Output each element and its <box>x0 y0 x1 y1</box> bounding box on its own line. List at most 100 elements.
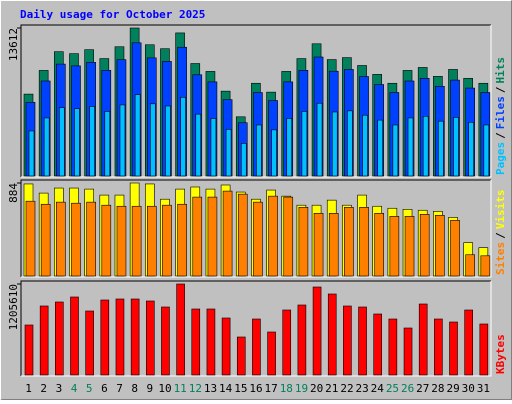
bar <box>404 216 415 277</box>
panel-border-dark <box>20 280 491 376</box>
bar <box>134 94 141 177</box>
bar <box>347 110 353 177</box>
bar <box>479 323 489 376</box>
bar <box>392 124 399 177</box>
bar <box>39 305 49 376</box>
x-tick-label: 11 <box>174 382 187 395</box>
bar <box>207 196 218 277</box>
bar <box>422 116 429 177</box>
legend: Pages / Files / Hits <box>494 57 507 175</box>
bar <box>221 317 231 376</box>
x-tick-label: 28 <box>431 382 444 395</box>
x-tick-label: 16 <box>249 382 262 395</box>
bar <box>56 201 66 277</box>
bar <box>328 212 339 277</box>
bar <box>453 117 459 177</box>
bar <box>236 336 246 376</box>
x-tick-label: 1 <box>25 382 32 395</box>
x-tick-label: 10 <box>158 382 171 395</box>
bar <box>316 102 323 177</box>
legend-separator: / <box>494 132 507 139</box>
legend-entry: Hits <box>494 57 507 84</box>
bar <box>480 255 491 277</box>
bar <box>177 203 187 277</box>
panel-border-light <box>21 25 492 178</box>
panel-border-light <box>21 180 492 278</box>
bar <box>449 321 458 376</box>
legend-entry: Visits <box>494 190 507 230</box>
bar <box>267 331 276 376</box>
y-tick-label: 1205610 <box>7 284 20 330</box>
bar <box>130 298 140 376</box>
bar <box>253 201 263 277</box>
x-tick-label: 4 <box>71 382 78 395</box>
bar <box>145 300 155 376</box>
bar <box>24 324 34 376</box>
x-tick-label: 23 <box>356 382 369 395</box>
x-tick-label: 18 <box>280 382 293 395</box>
bar <box>115 298 125 376</box>
bar <box>210 118 217 177</box>
bar <box>25 200 36 277</box>
panel-border-dark <box>20 179 491 277</box>
x-tick-label: 30 <box>462 382 475 395</box>
bar <box>146 205 157 277</box>
bar <box>312 286 322 376</box>
bar <box>116 205 127 277</box>
bar <box>438 120 444 177</box>
bar <box>313 212 324 277</box>
x-tick-label: 24 <box>371 382 385 395</box>
bar <box>70 296 79 376</box>
bar <box>403 327 413 376</box>
bar <box>286 118 293 177</box>
x-tick-label: 27 <box>416 382 429 395</box>
bar <box>180 97 186 177</box>
bar <box>359 207 369 277</box>
bar <box>418 303 428 376</box>
panel-border-light <box>21 281 492 377</box>
x-tick-label: 8 <box>131 382 138 395</box>
bar <box>377 119 384 177</box>
bar <box>465 254 475 277</box>
bar <box>362 114 368 177</box>
bar <box>435 214 445 277</box>
bar <box>237 193 248 277</box>
legend: KBytes <box>494 334 507 374</box>
bar <box>282 309 292 376</box>
bar <box>407 117 414 177</box>
bar <box>176 283 185 376</box>
bar <box>358 306 367 376</box>
bar <box>206 308 216 376</box>
x-tick-label: 14 <box>219 382 233 395</box>
bar <box>240 143 247 177</box>
x-tick-label: 21 <box>325 382 338 395</box>
chart-title: Daily usage for October 2025 <box>20 8 205 21</box>
legend-entry: Sites <box>494 242 507 275</box>
bar <box>162 204 172 277</box>
x-tick-label: 9 <box>147 382 154 395</box>
legend-entry: KBytes <box>494 334 507 374</box>
x-tick-label: 7 <box>116 382 123 395</box>
bar <box>388 318 398 376</box>
bar <box>86 201 96 277</box>
bar <box>374 212 385 277</box>
panel-border-dark <box>20 24 491 177</box>
bar <box>434 318 443 376</box>
x-tick-label: 15 <box>234 382 247 395</box>
bar <box>343 305 352 376</box>
bar <box>222 190 233 277</box>
bar <box>225 129 232 177</box>
bar <box>252 318 261 376</box>
bar <box>55 301 64 376</box>
bar <box>419 214 430 277</box>
bar <box>389 216 400 277</box>
bar <box>191 308 201 376</box>
legend-entry: Pages <box>494 142 507 175</box>
x-tick-label: 29 <box>446 382 459 395</box>
bar <box>327 293 337 376</box>
bar <box>373 313 383 376</box>
legend-entry: Files <box>494 96 507 129</box>
bar <box>74 108 80 177</box>
bar <box>256 124 262 177</box>
